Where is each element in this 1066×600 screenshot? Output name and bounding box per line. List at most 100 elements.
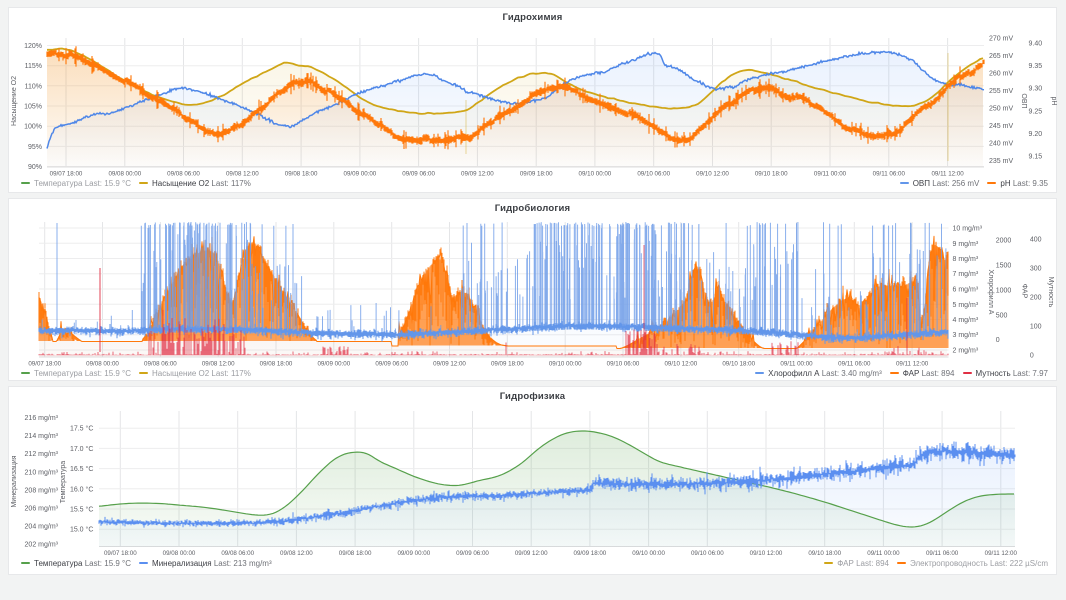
svg-text:110%: 110% — [25, 83, 42, 90]
svg-text:1500: 1500 — [996, 263, 1012, 270]
svg-text:09/10 06:00: 09/10 06:00 — [607, 361, 640, 368]
svg-text:09/08 18:00: 09/08 18:00 — [260, 361, 293, 368]
svg-text:245 mV: 245 mV — [989, 123, 1013, 130]
svg-text:09/08 18:00: 09/08 18:00 — [339, 550, 372, 557]
svg-text:255 mV: 255 mV — [989, 88, 1013, 95]
svg-text:09/10 06:00: 09/10 06:00 — [691, 550, 724, 557]
svg-text:09/10 06:00: 09/10 06:00 — [637, 171, 670, 178]
svg-text:09/09 00:00: 09/09 00:00 — [344, 171, 377, 178]
svg-text:09/08 18:00: 09/08 18:00 — [285, 171, 318, 178]
svg-text:1000: 1000 — [996, 287, 1012, 294]
svg-text:95%: 95% — [28, 144, 42, 151]
svg-text:0: 0 — [1030, 353, 1034, 360]
svg-text:09/08 06:00: 09/08 06:00 — [221, 550, 254, 557]
svg-text:09/11 00:00: 09/11 00:00 — [780, 361, 813, 368]
svg-text:216 mg/m³: 216 mg/m³ — [25, 415, 59, 422]
svg-text:09/09 12:00: 09/09 12:00 — [515, 550, 548, 557]
svg-text:4 mg/m³: 4 mg/m³ — [953, 317, 979, 324]
svg-text:0: 0 — [996, 337, 1000, 344]
svg-text:09/09 18:00: 09/09 18:00 — [491, 361, 524, 368]
svg-text:Минерализация: Минерализация — [11, 455, 18, 507]
svg-text:300: 300 — [1030, 266, 1042, 273]
svg-text:09/10 18:00: 09/10 18:00 — [722, 361, 755, 368]
svg-text:400: 400 — [1030, 237, 1042, 244]
svg-text:2 mg/m³: 2 mg/m³ — [953, 348, 979, 355]
svg-text:16.5 °C: 16.5 °C — [70, 465, 93, 473]
svg-text:2000: 2000 — [996, 238, 1012, 245]
svg-text:09/09 06:00: 09/09 06:00 — [375, 361, 408, 368]
svg-text:09/09 06:00: 09/09 06:00 — [402, 171, 435, 178]
svg-text:09/11 12:00: 09/11 12:00 — [931, 171, 964, 178]
svg-text:09/10 18:00: 09/10 18:00 — [808, 550, 841, 557]
svg-text:pH: pH — [1050, 97, 1057, 106]
svg-text:15.5 °C: 15.5 °C — [70, 506, 93, 514]
svg-text:Насыщение O2: Насыщение O2 — [11, 76, 18, 126]
svg-text:09/11 06:00: 09/11 06:00 — [926, 550, 959, 557]
svg-text:100%: 100% — [24, 124, 42, 131]
svg-text:09/09 00:00: 09/09 00:00 — [317, 361, 350, 368]
svg-text:09/11 06:00: 09/11 06:00 — [838, 361, 871, 368]
svg-text:105%: 105% — [24, 104, 42, 111]
svg-text:09/07 18:00: 09/07 18:00 — [28, 361, 61, 368]
svg-text:09/10 12:00: 09/10 12:00 — [750, 550, 783, 557]
svg-text:09/11 00:00: 09/11 00:00 — [867, 550, 900, 557]
svg-text:09/09 12:00: 09/09 12:00 — [433, 361, 466, 368]
svg-text:204 mg/m³: 204 mg/m³ — [25, 524, 59, 531]
svg-text:100: 100 — [1030, 324, 1042, 331]
svg-text:9.15: 9.15 — [1029, 154, 1043, 161]
svg-text:09/08 06:00: 09/08 06:00 — [144, 361, 177, 368]
svg-text:208 mg/m³: 208 mg/m³ — [25, 487, 59, 494]
svg-text:9.20: 9.20 — [1029, 131, 1043, 138]
svg-text:15.0 °C: 15.0 °C — [70, 526, 93, 534]
svg-text:09/10 00:00: 09/10 00:00 — [549, 361, 582, 368]
svg-text:16.0 °C: 16.0 °C — [70, 485, 93, 493]
svg-text:250 mV: 250 mV — [989, 106, 1013, 113]
svg-text:9.40: 9.40 — [1029, 41, 1043, 48]
svg-text:09/08 12:00: 09/08 12:00 — [202, 361, 235, 368]
svg-text:09/09 18:00: 09/09 18:00 — [574, 550, 607, 557]
svg-text:09/08 12:00: 09/08 12:00 — [280, 550, 313, 557]
svg-text:09/08 12:00: 09/08 12:00 — [226, 171, 259, 178]
svg-text:09/10 00:00: 09/10 00:00 — [632, 550, 665, 557]
svg-text:09/07 18:00: 09/07 18:00 — [50, 171, 83, 178]
svg-text:09/10 18:00: 09/10 18:00 — [755, 171, 788, 178]
svg-text:09/09 00:00: 09/09 00:00 — [397, 550, 430, 557]
svg-text:270 mV: 270 mV — [989, 36, 1013, 43]
svg-text:3 mg/m³: 3 mg/m³ — [953, 332, 979, 339]
svg-text:09/11 12:00: 09/11 12:00 — [985, 550, 1018, 557]
svg-text:09/10 12:00: 09/10 12:00 — [696, 171, 729, 178]
svg-text:09/10 00:00: 09/10 00:00 — [579, 171, 612, 178]
svg-text:6 mg/m³: 6 mg/m³ — [953, 287, 979, 294]
svg-text:260 mV: 260 mV — [989, 71, 1013, 78]
svg-text:500: 500 — [996, 312, 1008, 319]
svg-text:7 mg/m³: 7 mg/m³ — [953, 271, 979, 278]
svg-text:214 mg/m³: 214 mg/m³ — [25, 433, 59, 440]
svg-text:Мутность: Мутность — [1047, 277, 1054, 308]
svg-text:09/08 00:00: 09/08 00:00 — [108, 171, 141, 178]
svg-text:240 mV: 240 mV — [989, 141, 1013, 148]
svg-text:9.35: 9.35 — [1029, 63, 1043, 70]
svg-text:200: 200 — [1030, 295, 1042, 302]
svg-text:09/09 18:00: 09/09 18:00 — [520, 171, 553, 178]
svg-text:ОВП: ОВП — [1020, 93, 1027, 108]
svg-text:8 mg/m³: 8 mg/m³ — [953, 256, 979, 263]
svg-text:Температура: Температура — [60, 461, 67, 504]
svg-text:09/08 00:00: 09/08 00:00 — [86, 361, 119, 368]
svg-text:90%: 90% — [28, 164, 42, 171]
svg-text:206 mg/m³: 206 mg/m³ — [25, 506, 59, 513]
svg-text:235 mV: 235 mV — [989, 158, 1013, 165]
svg-text:115%: 115% — [25, 63, 42, 70]
svg-text:09/11 12:00: 09/11 12:00 — [896, 361, 929, 368]
svg-text:09/09 06:00: 09/09 06:00 — [456, 550, 489, 557]
svg-text:09/07 18:00: 09/07 18:00 — [104, 550, 137, 557]
svg-text:9.25: 9.25 — [1029, 108, 1043, 115]
svg-text:Хлорофилл А: Хлорофилл А — [987, 270, 994, 315]
svg-text:09/08 06:00: 09/08 06:00 — [167, 171, 200, 178]
svg-text:5 mg/m³: 5 mg/m³ — [953, 302, 979, 309]
svg-text:09/11 06:00: 09/11 06:00 — [873, 171, 906, 178]
svg-text:9 mg/m³: 9 mg/m³ — [953, 241, 979, 248]
svg-text:210 mg/m³: 210 mg/m³ — [25, 469, 59, 476]
svg-text:ФАР: ФАР — [1020, 284, 1027, 299]
svg-text:212 mg/m³: 212 mg/m³ — [25, 451, 59, 458]
svg-text:09/08 00:00: 09/08 00:00 — [163, 550, 196, 557]
